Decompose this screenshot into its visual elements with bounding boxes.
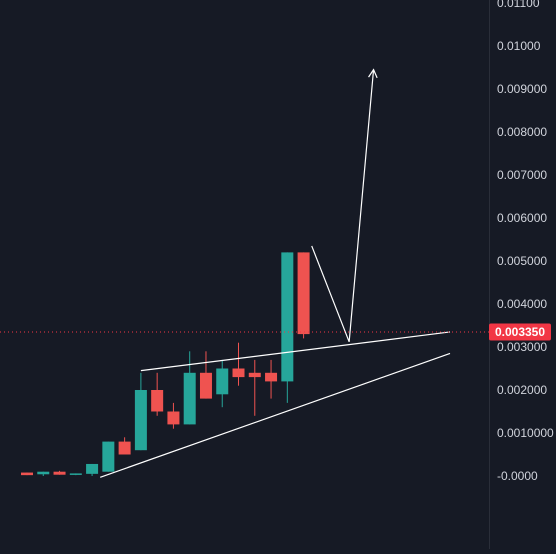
candle [134,372,147,451]
candle [118,437,131,455]
candle-body-up [86,463,99,474]
candle-body-up [183,372,196,425]
y-tick-label: 0.0010000 [497,426,554,440]
triangle-upper-trendline[interactable] [140,331,451,372]
candle-body-up [216,368,229,395]
candle-body-up [69,473,82,475]
drawings-layer [100,68,451,478]
candle-body-down [118,441,131,455]
candle [297,252,310,339]
candle [151,372,164,416]
candle-body-down [21,472,33,476]
triangle-lower-trendline[interactable] [100,352,451,478]
candle [183,351,196,425]
candle [199,351,212,399]
candle [53,470,66,475]
candle-body-down [297,252,310,335]
y-tick-label: 0.005000 [497,254,547,268]
price-axis[interactable]: 0.012000.011000.010000.0090000.0080000.0… [497,0,554,483]
current-price-badge-bg [489,323,551,341]
candle-body-up [102,441,115,472]
candle-body-up [37,471,50,475]
candle-body-down [53,471,66,475]
candle [232,342,245,386]
y-tick-label: 0.002000 [497,383,547,397]
y-tick-label: 0.008000 [497,125,547,139]
candle [86,463,99,476]
candle-body-up [134,390,147,451]
y-tick-label: 0.01000 [497,39,541,53]
candle-body-down [265,372,278,382]
candle [167,402,180,429]
candle-body-up [281,252,294,382]
candle-body-down [248,372,261,378]
y-tick-label: 0.007000 [497,168,547,182]
candle-body-down [151,390,164,412]
candle-body-down [167,411,180,425]
candle [248,359,261,416]
y-tick-label: -0.0000 [497,469,538,483]
y-tick-label: 0.003000 [497,340,547,354]
projection-path[interactable] [311,69,375,343]
candle [216,359,229,408]
candle [69,473,82,476]
y-tick-label: 0.01100 [497,0,540,10]
candle [102,441,115,472]
candle [21,472,33,476]
candle-body-down [199,372,212,399]
candle-body-down [232,368,245,378]
y-tick-label: 0.004000 [497,297,547,311]
current-price-label: 0.003350 [495,325,545,339]
current-price-badge: 0.003350 [489,323,551,341]
candles-layer [21,252,310,476]
candle [37,471,50,476]
candle [281,252,294,403]
y-tick-label: 0.009000 [497,82,547,96]
y-tick-label: 0.006000 [497,211,547,225]
projection-arrowhead [368,68,378,79]
candle [265,359,278,399]
